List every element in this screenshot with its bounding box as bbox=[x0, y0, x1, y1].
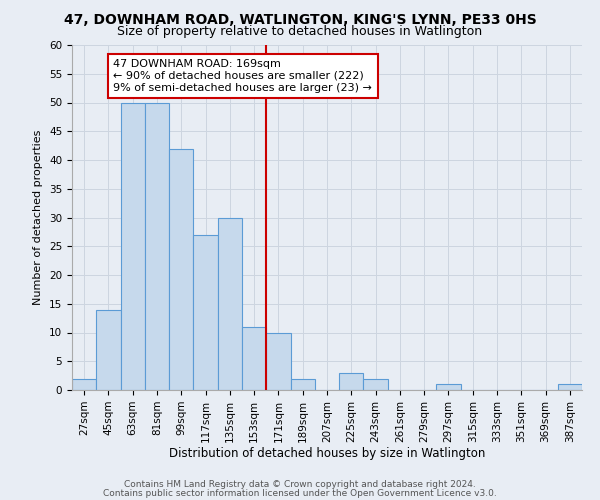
Bar bbox=[364, 378, 388, 390]
Bar bbox=[339, 373, 364, 390]
Bar bbox=[169, 148, 193, 390]
Bar bbox=[266, 332, 290, 390]
Bar bbox=[72, 378, 96, 390]
Bar bbox=[121, 102, 145, 390]
Bar bbox=[242, 327, 266, 390]
Text: 47 DOWNHAM ROAD: 169sqm
← 90% of detached houses are smaller (222)
9% of semi-de: 47 DOWNHAM ROAD: 169sqm ← 90% of detache… bbox=[113, 60, 372, 92]
Bar bbox=[193, 235, 218, 390]
Y-axis label: Number of detached properties: Number of detached properties bbox=[34, 130, 43, 305]
Bar bbox=[96, 310, 121, 390]
Text: Size of property relative to detached houses in Watlington: Size of property relative to detached ho… bbox=[118, 25, 482, 38]
Text: Contains public sector information licensed under the Open Government Licence v3: Contains public sector information licen… bbox=[103, 488, 497, 498]
Bar bbox=[145, 102, 169, 390]
Bar bbox=[436, 384, 461, 390]
Bar bbox=[218, 218, 242, 390]
Bar bbox=[290, 378, 315, 390]
Bar bbox=[558, 384, 582, 390]
Text: 47, DOWNHAM ROAD, WATLINGTON, KING'S LYNN, PE33 0HS: 47, DOWNHAM ROAD, WATLINGTON, KING'S LYN… bbox=[64, 12, 536, 26]
Text: Contains HM Land Registry data © Crown copyright and database right 2024.: Contains HM Land Registry data © Crown c… bbox=[124, 480, 476, 489]
X-axis label: Distribution of detached houses by size in Watlington: Distribution of detached houses by size … bbox=[169, 448, 485, 460]
